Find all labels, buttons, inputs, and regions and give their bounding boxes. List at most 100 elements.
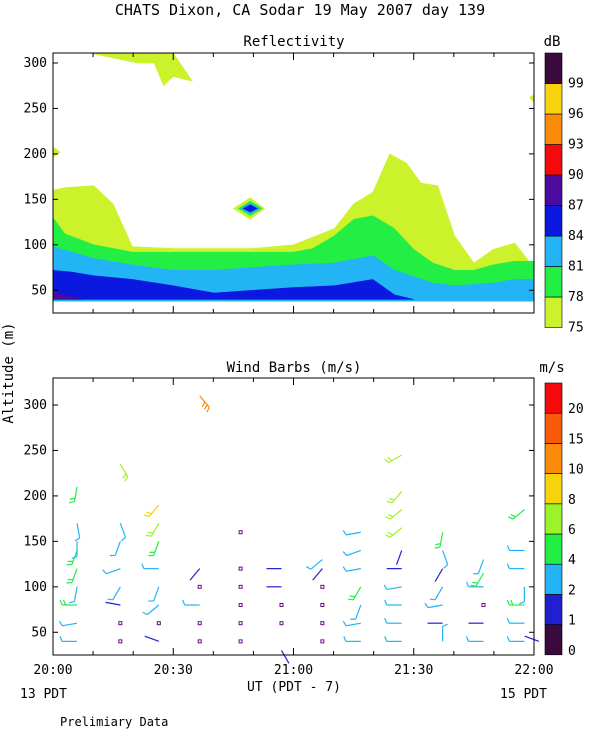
wind-barb (465, 581, 484, 588)
y-tick-label: 200 (24, 489, 47, 504)
colorbar-label: 4 (568, 553, 576, 568)
wind-barb (305, 559, 323, 570)
calm-marker (118, 621, 123, 626)
colorbar-label: 93 (568, 138, 584, 153)
wind-barb (350, 604, 362, 620)
reflectivity-title: Reflectivity (243, 34, 344, 50)
calm-marker (320, 621, 325, 626)
wind-barb (384, 636, 402, 642)
colorbar-swatch (544, 594, 563, 625)
wind-barb (59, 636, 78, 642)
reflectivity-x-ticks (52, 53, 535, 313)
colorbar-swatch (544, 624, 563, 656)
wind-barb (66, 568, 78, 584)
colorbar-swatch (544, 533, 563, 565)
y-tick-label: 300 (24, 398, 47, 413)
wind-barb (58, 620, 78, 627)
x-tick-label: 21:30 (394, 663, 433, 678)
wind-barb (141, 563, 159, 570)
wind-barb (347, 586, 362, 601)
wind-barb (506, 545, 525, 552)
colorbar-swatch (544, 83, 563, 115)
footer-note: Prelimiary Data (60, 715, 168, 729)
wind-barb (442, 623, 448, 642)
reflectivity-colorbar: 75 78 81 84 87 90 93 96 99 (544, 52, 584, 336)
reflectivity-region-84 (52, 270, 414, 300)
wind-barb (109, 541, 121, 557)
calm-marker (156, 621, 161, 626)
x-axis-label: UT (PDT - 7) (247, 680, 341, 695)
wind-barb (312, 568, 323, 581)
wind-barb (472, 559, 485, 575)
wind-barb (69, 586, 78, 604)
y-tick-label: 250 (24, 101, 47, 116)
colorbar-swatch (544, 235, 563, 267)
wind-barb (442, 550, 449, 569)
wind-barb (74, 523, 81, 542)
y-tick-label: 100 (24, 238, 47, 253)
colorbar-swatch (544, 412, 563, 444)
calm-marker (481, 603, 486, 607)
colorbar-swatch (544, 174, 563, 206)
wind-barbs-title: Wind Barbs (m/s) (227, 360, 362, 376)
wind-colorbar: 0 1 2 4 6 8 10 15 20 (544, 382, 584, 659)
calm-marker (238, 530, 243, 535)
wind-barb (434, 532, 444, 549)
figure-title: CHATS Dixon, CA Sodar 19 May 2007 day 13… (115, 1, 485, 19)
wind-barb (144, 635, 160, 642)
colorbar-label: 96 (568, 107, 584, 122)
x-tick-label: 22:00 (514, 663, 553, 678)
wind-y-axis: 50 100 150 200 250 300 (24, 398, 534, 640)
wind-barb (148, 586, 160, 602)
x-tick-label: 20:30 (154, 663, 193, 678)
wind-barb (105, 601, 121, 606)
calm-marker (238, 639, 243, 644)
wind-frame (52, 377, 535, 656)
end-time-note: 15 PDT (500, 687, 547, 702)
wind-barb (59, 599, 78, 606)
colorbar-swatch (544, 144, 563, 176)
x-tick-label: 21:00 (274, 663, 313, 678)
wind-barb (199, 395, 210, 413)
calm-marker (320, 584, 325, 589)
colorbar-label: 99 (568, 77, 584, 92)
wind-barb (148, 541, 160, 557)
wind-x-axis: 20:00 20:30 21:00 21:30 22:00 (33, 378, 554, 678)
colorbar-swatch (544, 113, 563, 145)
wind-barb (107, 586, 121, 601)
wind-colorbar-unit: m/s (539, 360, 564, 376)
wind-barb (280, 650, 290, 664)
wind-barb (470, 572, 485, 587)
colorbar-swatch (544, 503, 563, 535)
wind-barb (519, 586, 525, 605)
y-axis-label: Altitude (m) (1, 322, 17, 423)
reflectivity-y-axis: 50 100 150 200 250 300 (24, 56, 534, 298)
reflectivity-region-84 (242, 204, 258, 213)
reflectivity-contours (52, 52, 535, 302)
wind-barb (145, 522, 160, 537)
y-tick-label: 100 (24, 580, 47, 595)
calm-marker (197, 621, 202, 626)
colorbar-label: 20 (568, 402, 584, 417)
wind-barb (342, 566, 361, 572)
colorbar-swatch (544, 266, 563, 298)
y-tick-label: 150 (24, 192, 47, 207)
reflectivity-region-75 (52, 146, 61, 158)
colorbar-label: 84 (568, 229, 584, 244)
colorbar-label: 90 (568, 168, 584, 183)
wind-barb (385, 509, 403, 520)
reflectivity-region-75 (528, 94, 535, 103)
colorbar-label: 81 (568, 260, 584, 275)
colorbar-label: 78 (568, 290, 584, 305)
x-tick-label: 20:00 (33, 663, 72, 678)
colorbar-swatch (544, 296, 563, 328)
wind-barb (343, 636, 361, 642)
y-tick-label: 50 (31, 283, 47, 298)
wind-barb (189, 568, 201, 581)
colorbar-label: 87 (568, 199, 584, 214)
wind-barb (119, 463, 129, 482)
wind-barb (506, 636, 525, 642)
wind-barb (396, 550, 403, 565)
